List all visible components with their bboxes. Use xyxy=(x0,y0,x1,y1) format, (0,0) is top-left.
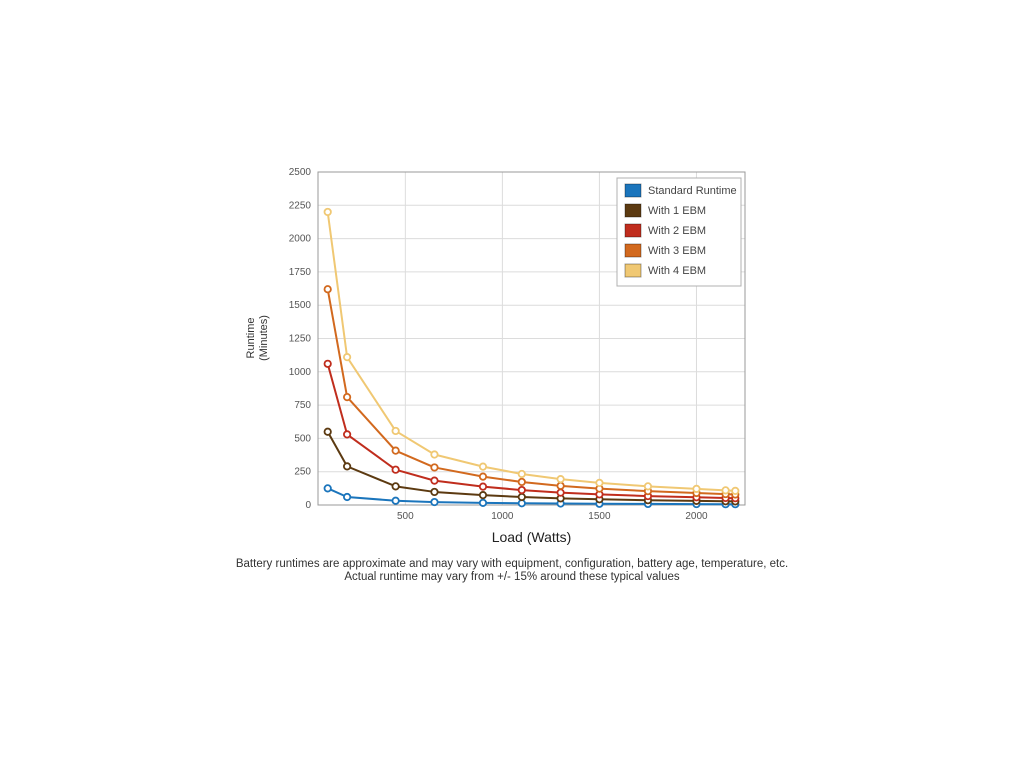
y-tick-label: 1000 xyxy=(289,367,312,378)
data-point xyxy=(343,492,352,502)
data-point xyxy=(323,359,332,368)
data-point xyxy=(556,475,565,484)
series-with-4-ebm xyxy=(323,207,740,495)
y-tick-labels: 0 250 500 750 1000 1250 1500 1750 2000 2250 2500 xyxy=(289,167,312,511)
data-point xyxy=(343,462,352,471)
data-point xyxy=(343,430,352,439)
data-point xyxy=(595,478,604,487)
data-point xyxy=(478,491,488,500)
data-point xyxy=(430,476,439,485)
legend-swatch xyxy=(624,263,642,278)
data-point xyxy=(391,446,400,455)
data-point xyxy=(391,465,400,474)
legend-label: With 3 EBM xyxy=(648,245,706,257)
legend-item: Standard Runtime xyxy=(624,183,737,198)
legend-swatch xyxy=(624,183,642,198)
legend-label: Standard Runtime xyxy=(648,185,737,197)
series-line xyxy=(326,431,736,503)
gridlines xyxy=(318,171,745,505)
y-tick-label: 250 xyxy=(294,467,311,478)
data-point xyxy=(692,484,701,493)
legend-label: With 2 EBM xyxy=(648,225,706,237)
y-tick-label: 0 xyxy=(305,500,311,511)
data-point xyxy=(517,469,526,479)
legend-swatch xyxy=(624,203,642,218)
x-tick-label: 1500 xyxy=(588,511,611,522)
data-point xyxy=(556,488,565,497)
y-tick-label: 2000 xyxy=(289,234,312,245)
legend-label: With 1 EBM xyxy=(648,205,706,217)
footnote-line2: Actual runtime may vary from +/- 15% aro… xyxy=(344,571,680,583)
data-point xyxy=(478,498,488,507)
y-tick-label: 500 xyxy=(294,433,311,444)
data-point xyxy=(430,487,439,497)
data-point xyxy=(391,496,400,505)
data-point xyxy=(731,486,740,495)
series-line xyxy=(326,363,736,500)
series-with-2-ebm xyxy=(323,359,740,503)
data-point xyxy=(556,481,565,490)
data-point xyxy=(643,482,653,491)
legend-item: With 4 EBM xyxy=(624,263,706,278)
x-tick-label: 500 xyxy=(397,511,414,522)
data-point xyxy=(343,393,352,402)
legend-swatch xyxy=(624,223,642,238)
data-point xyxy=(430,497,439,507)
runtime-chart-svg: Runtime (Minutes) 0 250 500 750 1000 1250 1500… xyxy=(245,167,746,522)
x-tick-label: 2000 xyxy=(685,511,708,522)
y-axis-title-line1: Runtime xyxy=(245,318,257,359)
data-point xyxy=(478,482,488,491)
data-point xyxy=(343,353,352,362)
data-point xyxy=(391,482,400,491)
data-point xyxy=(323,207,332,217)
legend-label: With 4 EBM xyxy=(648,265,706,277)
footnote-line1: Battery runtimes are approximate and may… xyxy=(235,558,789,570)
data-point xyxy=(478,472,488,481)
data-point xyxy=(323,484,332,493)
data-point xyxy=(478,462,488,471)
legend: Standard Runtime With 1 EBM With 2 EBM With… xyxy=(616,177,742,287)
series-with-3-ebm xyxy=(323,285,740,499)
data-point xyxy=(430,450,439,459)
series-line xyxy=(326,211,736,492)
legend-item: With 2 EBM xyxy=(624,223,706,238)
legend-swatch xyxy=(624,243,642,258)
plot-border xyxy=(317,171,746,506)
x-tick-label: 1000 xyxy=(491,511,514,522)
x-axis-title: Load (Watts) xyxy=(491,529,572,545)
data-point xyxy=(323,427,332,436)
y-tick-label: 1750 xyxy=(289,267,312,278)
data-point xyxy=(430,463,439,472)
y-tick-label: 2500 xyxy=(289,167,312,178)
data-point xyxy=(517,477,526,487)
data-point xyxy=(323,285,332,294)
data-point xyxy=(517,492,526,502)
legend-item: With 3 EBM xyxy=(624,243,706,258)
y-tick-label: 1500 xyxy=(289,300,312,311)
y-tick-label: 2250 xyxy=(289,200,312,211)
x-tick-labels: 500 1000 1500 2000 xyxy=(397,511,708,522)
series-line xyxy=(327,487,736,506)
y-tick-label: 750 xyxy=(294,400,311,411)
data-point xyxy=(721,486,730,495)
data-point xyxy=(517,485,526,495)
y-axis-title-line2: (Minutes) xyxy=(258,315,270,361)
runtime-chart: Runtime (Minutes) 0 250 500 750 1000 1250 1500… xyxy=(230,165,775,537)
legend-item: With 1 EBM xyxy=(624,203,706,218)
data-point xyxy=(391,426,400,436)
y-tick-label: 1250 xyxy=(289,334,312,345)
series-line xyxy=(326,289,736,496)
